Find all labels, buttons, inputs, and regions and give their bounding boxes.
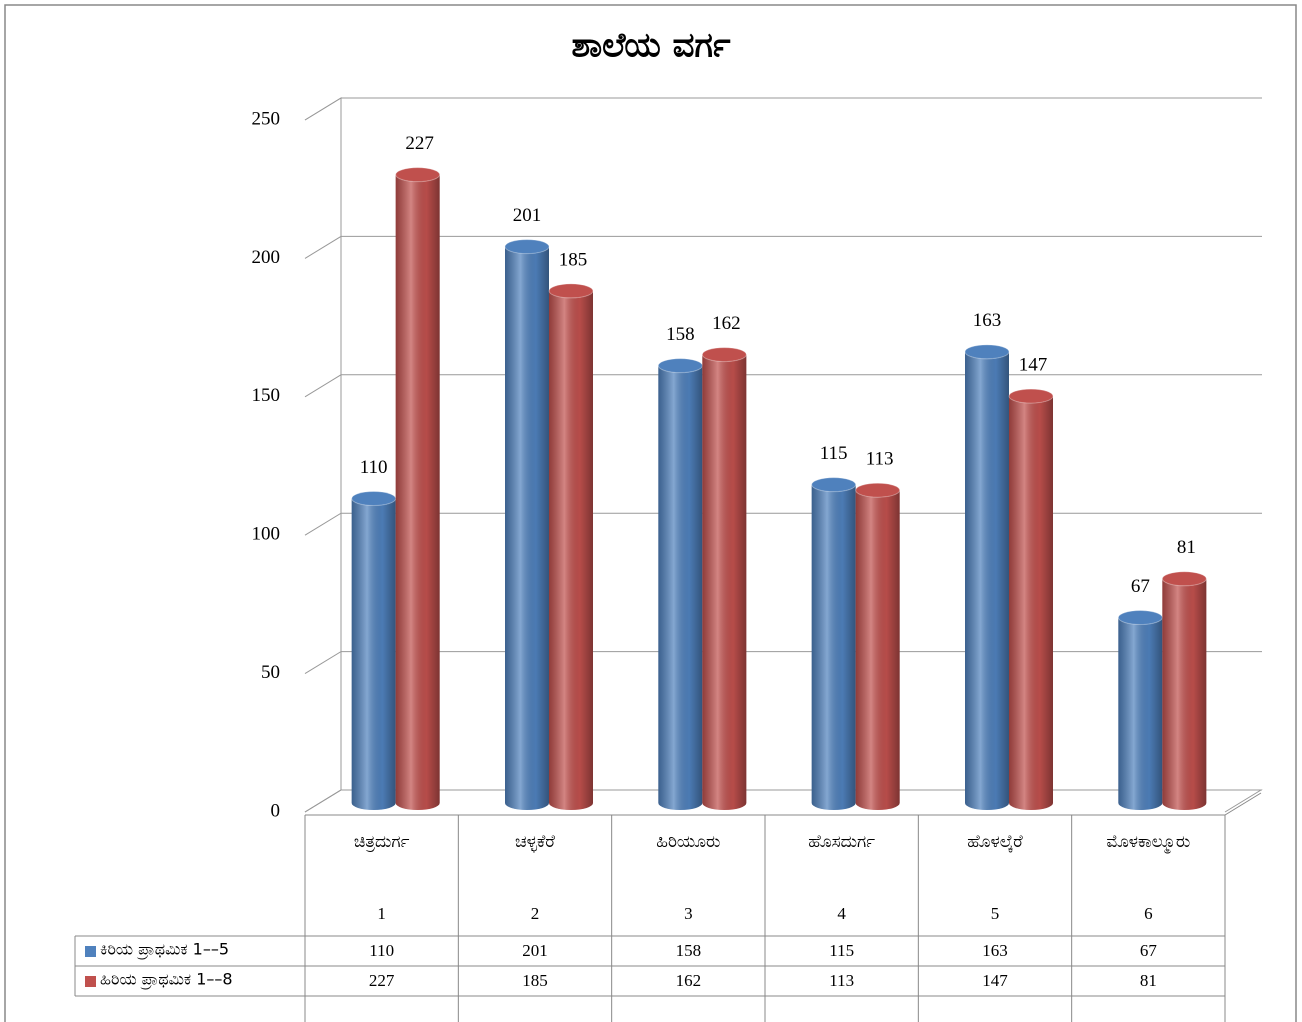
bar-top — [964, 344, 1010, 360]
bar-top — [1117, 610, 1163, 626]
category-number: 5 — [991, 904, 1000, 923]
y-tick-label: 50 — [261, 662, 280, 683]
bar-top — [504, 239, 550, 255]
table-value: 147 — [982, 971, 1008, 990]
y-tick-label: 200 — [252, 247, 281, 268]
x-tick-label: ಚಿತ್ರದುರ್ಗ — [353, 832, 410, 851]
table-value: 163 — [982, 941, 1008, 960]
category-label-box: ಹೊಸದುರ್ಗ — [808, 832, 876, 851]
floor — [304, 789, 1263, 813]
bar-shade — [1118, 617, 1163, 811]
bar-top — [548, 283, 594, 299]
data-label: 67 — [1131, 576, 1150, 597]
legend-label: ಹಿರಿಯ ಪ್ರಾಥಮಿಕ 1––8 — [100, 970, 233, 991]
table-value: 113 — [829, 971, 854, 990]
category-label-box: ಚಳ್ಳಕೆರೆ — [515, 832, 555, 851]
bar-shade — [811, 484, 856, 811]
chart-border — [4, 4, 1297, 1022]
data-label: 81 — [1177, 537, 1196, 558]
bar-top — [811, 477, 857, 493]
grid-line — [304, 97, 1262, 121]
bar-shade — [505, 246, 549, 810]
table-value: 110 — [369, 941, 394, 960]
data-label: 162 — [712, 313, 741, 334]
data-label: 113 — [866, 449, 894, 470]
grid-line — [304, 512, 1262, 536]
category-number: 2 — [531, 904, 540, 923]
grid-line — [304, 651, 1262, 675]
bar-top — [657, 358, 703, 374]
x-tick-label: ಹೊಸದುರ್ಗ — [808, 832, 876, 851]
bar-shade — [1162, 578, 1207, 811]
category-number: 4 — [837, 904, 846, 923]
y-tick-label: 250 — [252, 108, 281, 129]
grid-line — [304, 374, 1262, 398]
category-number: 6 — [1144, 904, 1153, 923]
category-label-box: ಹೊಳಲ್ಕೆರೆ — [967, 832, 1023, 851]
x-tick-label: ಹೊಳಲ್ಕೆರೆ — [967, 832, 1023, 851]
bar-shade — [855, 490, 900, 811]
bar-top — [395, 167, 441, 183]
bar-top — [1161, 571, 1207, 587]
data-label: 110 — [360, 457, 388, 478]
table-value: 81 — [1140, 971, 1157, 990]
data-label: 201 — [513, 205, 542, 226]
bar-top — [855, 482, 901, 498]
grid-line — [304, 235, 1262, 259]
data-label: 158 — [666, 324, 695, 345]
legend-swatch — [85, 976, 96, 987]
bar-shade — [658, 365, 703, 811]
table-value: 67 — [1140, 941, 1158, 960]
bar-top — [1008, 388, 1054, 404]
category-label-box: ಮೊಳಕಾಲ್ಮೂರು — [1106, 832, 1191, 851]
category-number: 1 — [377, 904, 386, 923]
bar-shade — [351, 498, 396, 811]
table-value: 201 — [522, 941, 548, 960]
category-label-box: ಹಿರಿಯೂರು — [656, 832, 721, 851]
table-value: 162 — [676, 971, 702, 990]
chart-title: ಶಾಲೆಯ ವರ್ಗ — [571, 26, 730, 66]
x-tick-label: ಹಿರಿಯೂರು — [656, 832, 721, 851]
y-tick-label: 150 — [252, 385, 281, 406]
bar-shade — [702, 354, 747, 811]
table-value: 185 — [522, 971, 548, 990]
bar-shade — [395, 174, 440, 811]
y-tick-label: 0 — [271, 800, 281, 821]
x-tick-label: ಚಳ್ಳಕೆರೆ — [515, 832, 555, 851]
table-value: 115 — [829, 941, 854, 960]
category-label-box: ಚಿತ್ರದುರ್ಗ — [353, 832, 410, 851]
legend-label: ಕಿರಿಯ ಪ್ರಾಥಮಿಕ 1––5 — [100, 940, 229, 961]
bar-top — [701, 347, 747, 363]
data-label: 115 — [820, 443, 848, 464]
legend-swatch — [85, 946, 96, 957]
bar-shade — [1009, 396, 1053, 810]
data-label: 227 — [405, 133, 434, 154]
grid-line — [304, 789, 1262, 813]
data-label: 185 — [559, 249, 588, 270]
x-tick-label: ಮೊಳಕಾಲ್ಮೂರು — [1106, 832, 1191, 851]
bar-shade — [549, 290, 593, 810]
data-label: 147 — [1019, 354, 1048, 375]
category-number: 3 — [684, 904, 693, 923]
data-label: 163 — [973, 310, 1002, 331]
y-tick-label: 100 — [252, 524, 281, 545]
bar-shade — [965, 351, 1009, 810]
table-value: 158 — [676, 941, 702, 960]
bar-top — [351, 491, 397, 507]
table-value: 227 — [369, 971, 395, 990]
side-wall — [304, 97, 342, 813]
axis-edge — [1224, 792, 1262, 816]
